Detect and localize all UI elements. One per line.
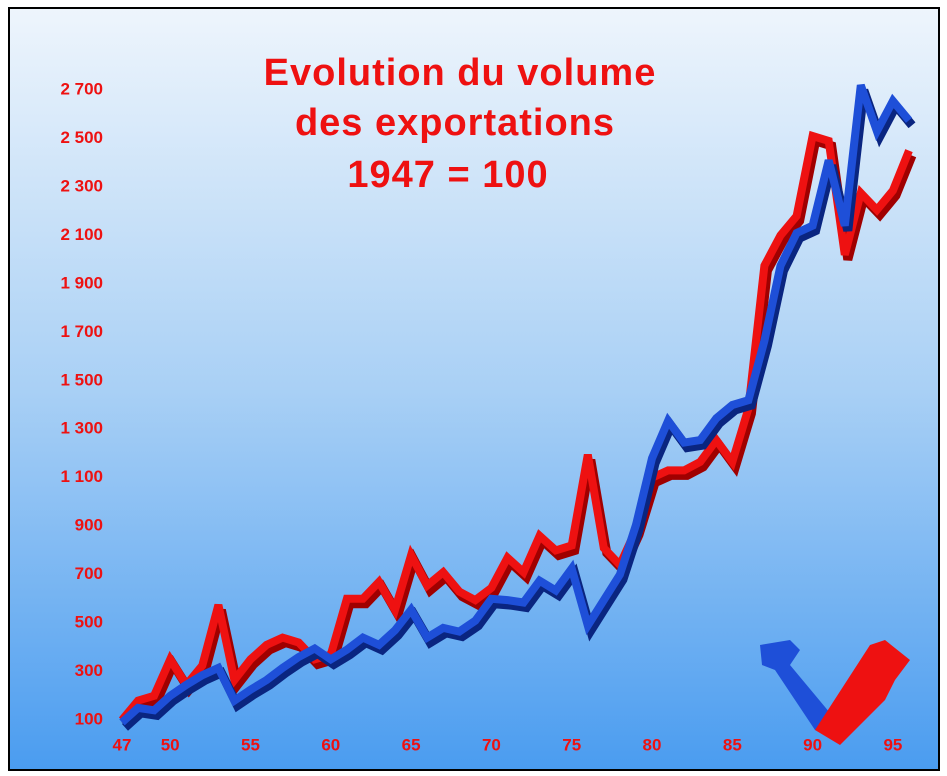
title-line: des exportations [295,102,615,144]
x-tick-label: 80 [643,735,662,754]
y-tick-label: 1 700 [60,322,103,341]
x-tick-label: 47 [113,735,132,754]
y-tick-label: 700 [75,564,103,583]
y-tick-label: 100 [75,709,103,728]
line [118,130,913,723]
x-tick-label: 55 [241,735,260,754]
title-line: 1947 = 100 [347,154,548,196]
y-tick-label: 500 [75,613,103,632]
y-tick-label: 900 [75,516,103,535]
x-tick-label: 75 [562,735,581,754]
x-tick-label: 85 [723,735,742,754]
x-tick-label: 70 [482,735,501,754]
y-tick-label: 2 300 [60,176,103,195]
y-tick-label: 1 300 [60,419,103,438]
y-tick-label: 2 700 [60,79,103,98]
x-tick-label: 65 [402,735,421,754]
x-tick-label: 60 [321,735,340,754]
title-line: Evolution du volume [264,52,657,94]
logo [760,640,910,745]
line [119,83,913,726]
y-tick-label: 1 900 [60,273,103,292]
x-tick-label: 90 [803,735,822,754]
y-tick-label: 1 100 [60,467,103,486]
y-tick-label: 1 500 [60,370,103,389]
y-tick-label: 300 [75,661,103,680]
x-tick-label: 50 [161,735,180,754]
x-tick-label: 95 [883,735,902,754]
y-tick-label: 2 500 [60,128,103,147]
y-tick-label: 2 100 [60,225,103,244]
